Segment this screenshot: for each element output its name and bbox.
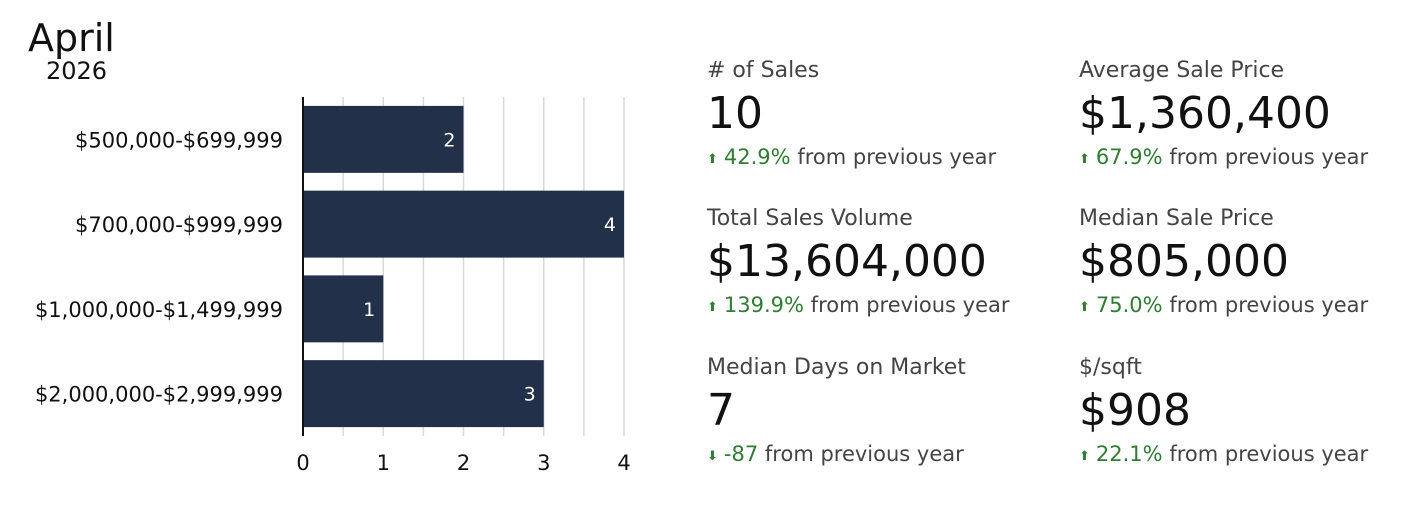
stat-change-suffix: from previous year xyxy=(1169,145,1369,169)
stat-average-sale-price: Average Sale Price $1,360,400 ⬆ 67.9% fro… xyxy=(1079,58,1422,173)
bar xyxy=(303,360,544,428)
arrow-up-icon: ⬆ xyxy=(1079,449,1090,464)
stat-change-percent: 67.9% xyxy=(1095,145,1163,169)
year-subtitle: 2026 xyxy=(46,57,108,85)
bar xyxy=(303,275,384,343)
stat-change-percent: 42.9% xyxy=(723,145,791,169)
stat-change-percent: 75.0% xyxy=(1095,293,1163,317)
y-tick-label: $500,000-$699,999 xyxy=(75,128,283,152)
stat-change-percent: -87 xyxy=(723,442,759,466)
stat-change-suffix: from previous year xyxy=(764,442,964,466)
stat-label: Average Sale Price xyxy=(1079,58,1285,83)
stat-value: 10 xyxy=(707,88,763,139)
stat-value: 7 xyxy=(707,385,735,436)
bar xyxy=(303,105,464,173)
month-title: April xyxy=(28,16,115,60)
stat-change-suffix: from previous year xyxy=(810,293,1010,317)
stat-change-percent: 22.1% xyxy=(1095,442,1163,466)
x-tick-label: 1 xyxy=(377,451,390,475)
price-range-bar-chart: 2 $500,000-$699,999 4 $700,000-$999,999 1 $1,… xyxy=(35,97,631,475)
stat-change-suffix: from previous year xyxy=(797,145,997,169)
stat-label: $/sqft xyxy=(1079,355,1142,380)
arrow-up-icon: ⬆ xyxy=(707,152,718,167)
x-tick-label: 3 xyxy=(537,451,550,475)
bar xyxy=(303,190,624,258)
y-tick-label: $700,000-$999,999 xyxy=(75,213,283,237)
stat-median-sale-price: Median Sale Price $805,000 ⬆ 75.0% from p… xyxy=(1079,206,1422,321)
stat-change-suffix: from previous year xyxy=(1169,293,1369,317)
stat-change: ⬆ 42.9% from previous year xyxy=(707,144,1067,173)
y-tick-label: $1,000,000-$1,499,999 xyxy=(35,298,283,322)
stat-value: $908 xyxy=(1079,385,1191,436)
stat-total-sales-volume: Total Sales Volume $13,604,000 ⬆ 139.9% f… xyxy=(707,206,1067,321)
stat-value: $1,360,400 xyxy=(1079,88,1331,139)
arrow-up-icon: ⬆ xyxy=(707,300,718,315)
stat-change-percent: 139.9% xyxy=(723,293,804,317)
stat-label: Total Sales Volume xyxy=(707,206,913,231)
stat-label: Median Sale Price xyxy=(1079,206,1274,231)
stat-change: ⬆ 22.1% from previous year xyxy=(1079,441,1422,470)
stat-number-of-sales: # of Sales 10 ⬆ 42.9% from previous year xyxy=(707,58,1067,173)
stat-change-suffix: from previous year xyxy=(1169,442,1369,466)
stat-change: ⬆ 139.9% from previous year xyxy=(707,292,1067,321)
arrow-up-icon: ⬆ xyxy=(1079,152,1090,167)
arrow-up-icon: ⬆ xyxy=(1079,300,1090,315)
stat-label: # of Sales xyxy=(707,58,820,83)
bar-data-label: 1 xyxy=(363,299,375,321)
stat-value: $805,000 xyxy=(1079,236,1289,287)
bar-data-label: 3 xyxy=(524,384,536,406)
stat-change: ⬆ 67.9% from previous year xyxy=(1079,144,1422,173)
x-tick-label: 2 xyxy=(457,451,470,475)
y-tick-label: $2,000,000-$2,999,999 xyxy=(35,383,283,407)
x-tick-label: 0 xyxy=(296,451,309,475)
bar-data-label: 4 xyxy=(604,214,616,236)
stat-change: ⬆ 75.0% from previous year xyxy=(1079,292,1422,321)
stat-change: ⬇ -87 from previous year xyxy=(707,441,1067,470)
stat-label: Median Days on Market xyxy=(707,355,966,380)
arrow-down-icon: ⬇ xyxy=(707,449,718,464)
stat-median-days-on-market: Median Days on Market 7 ⬇ -87 from previo… xyxy=(707,355,1067,470)
stat-price-per-sqft: $/sqft $908 ⬆ 22.1% from previous year xyxy=(1079,355,1422,470)
stat-value: $13,604,000 xyxy=(707,236,987,287)
bar-data-label: 2 xyxy=(443,129,455,151)
x-tick-label: 4 xyxy=(617,451,630,475)
